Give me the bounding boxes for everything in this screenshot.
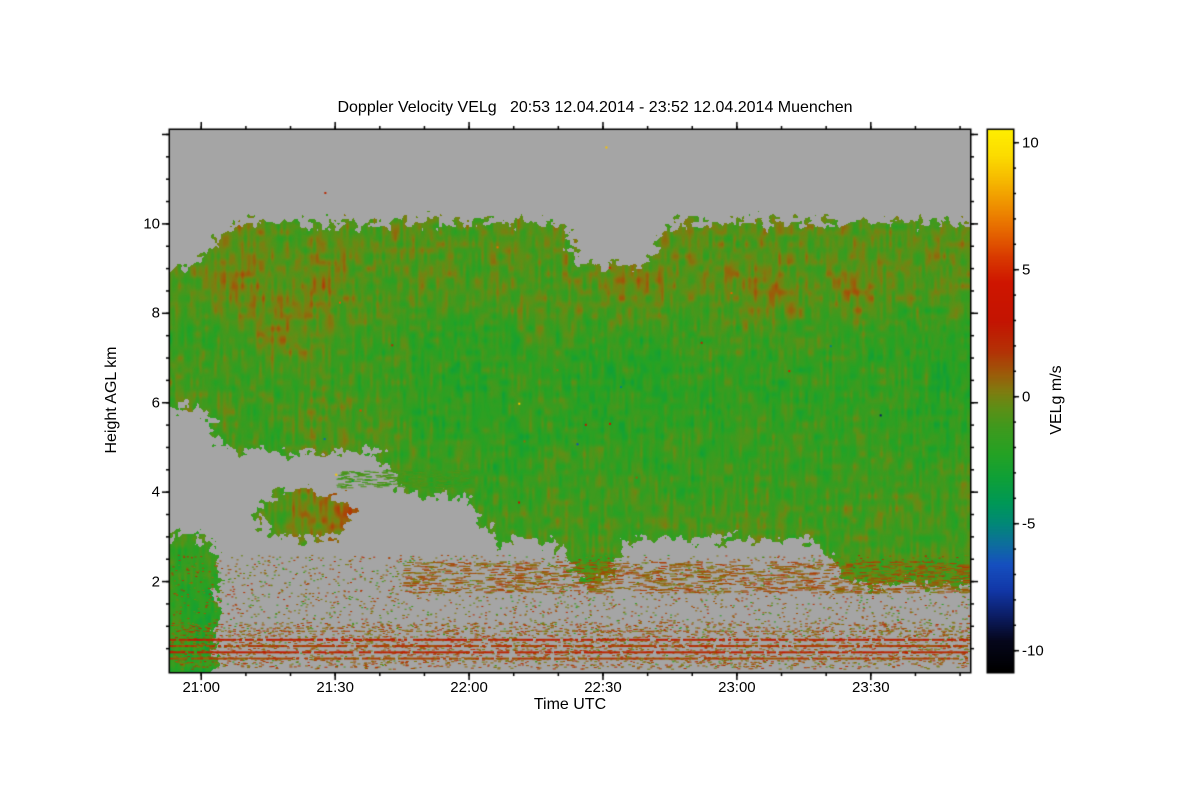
colorbar-tick-label: -10 bbox=[1022, 642, 1044, 660]
chart-title: Doppler Velocity VELg 20:53 12.04.2014 -… bbox=[337, 99, 853, 116]
x-tick-label: 22:30 bbox=[584, 679, 622, 696]
colorbar-tick-label: 10 bbox=[1022, 134, 1039, 152]
x-tick-label: 22:00 bbox=[450, 679, 488, 696]
y-tick-label: 6 bbox=[151, 394, 160, 412]
colorbar-tick-label: -5 bbox=[1022, 515, 1036, 533]
colorbar-tick-label: 5 bbox=[1022, 261, 1031, 279]
y-tick-label: 4 bbox=[151, 483, 160, 501]
x-tick-label: 23:00 bbox=[718, 679, 756, 696]
colorbar-tick-label: 0 bbox=[1022, 388, 1031, 406]
colorbar-label: VELg m/s bbox=[1048, 365, 1065, 435]
y-tick-label: 10 bbox=[143, 215, 160, 233]
y-axis-label: Height AGL km bbox=[103, 346, 120, 454]
y-tick-label: 2 bbox=[151, 573, 160, 591]
y-tick-label: 8 bbox=[151, 304, 160, 322]
x-tick-label: 23:30 bbox=[852, 679, 890, 696]
x-axis-label: Time UTC bbox=[533, 696, 607, 713]
x-tick-label: 21:30 bbox=[316, 679, 354, 696]
x-tick-label: 21:00 bbox=[182, 679, 221, 696]
